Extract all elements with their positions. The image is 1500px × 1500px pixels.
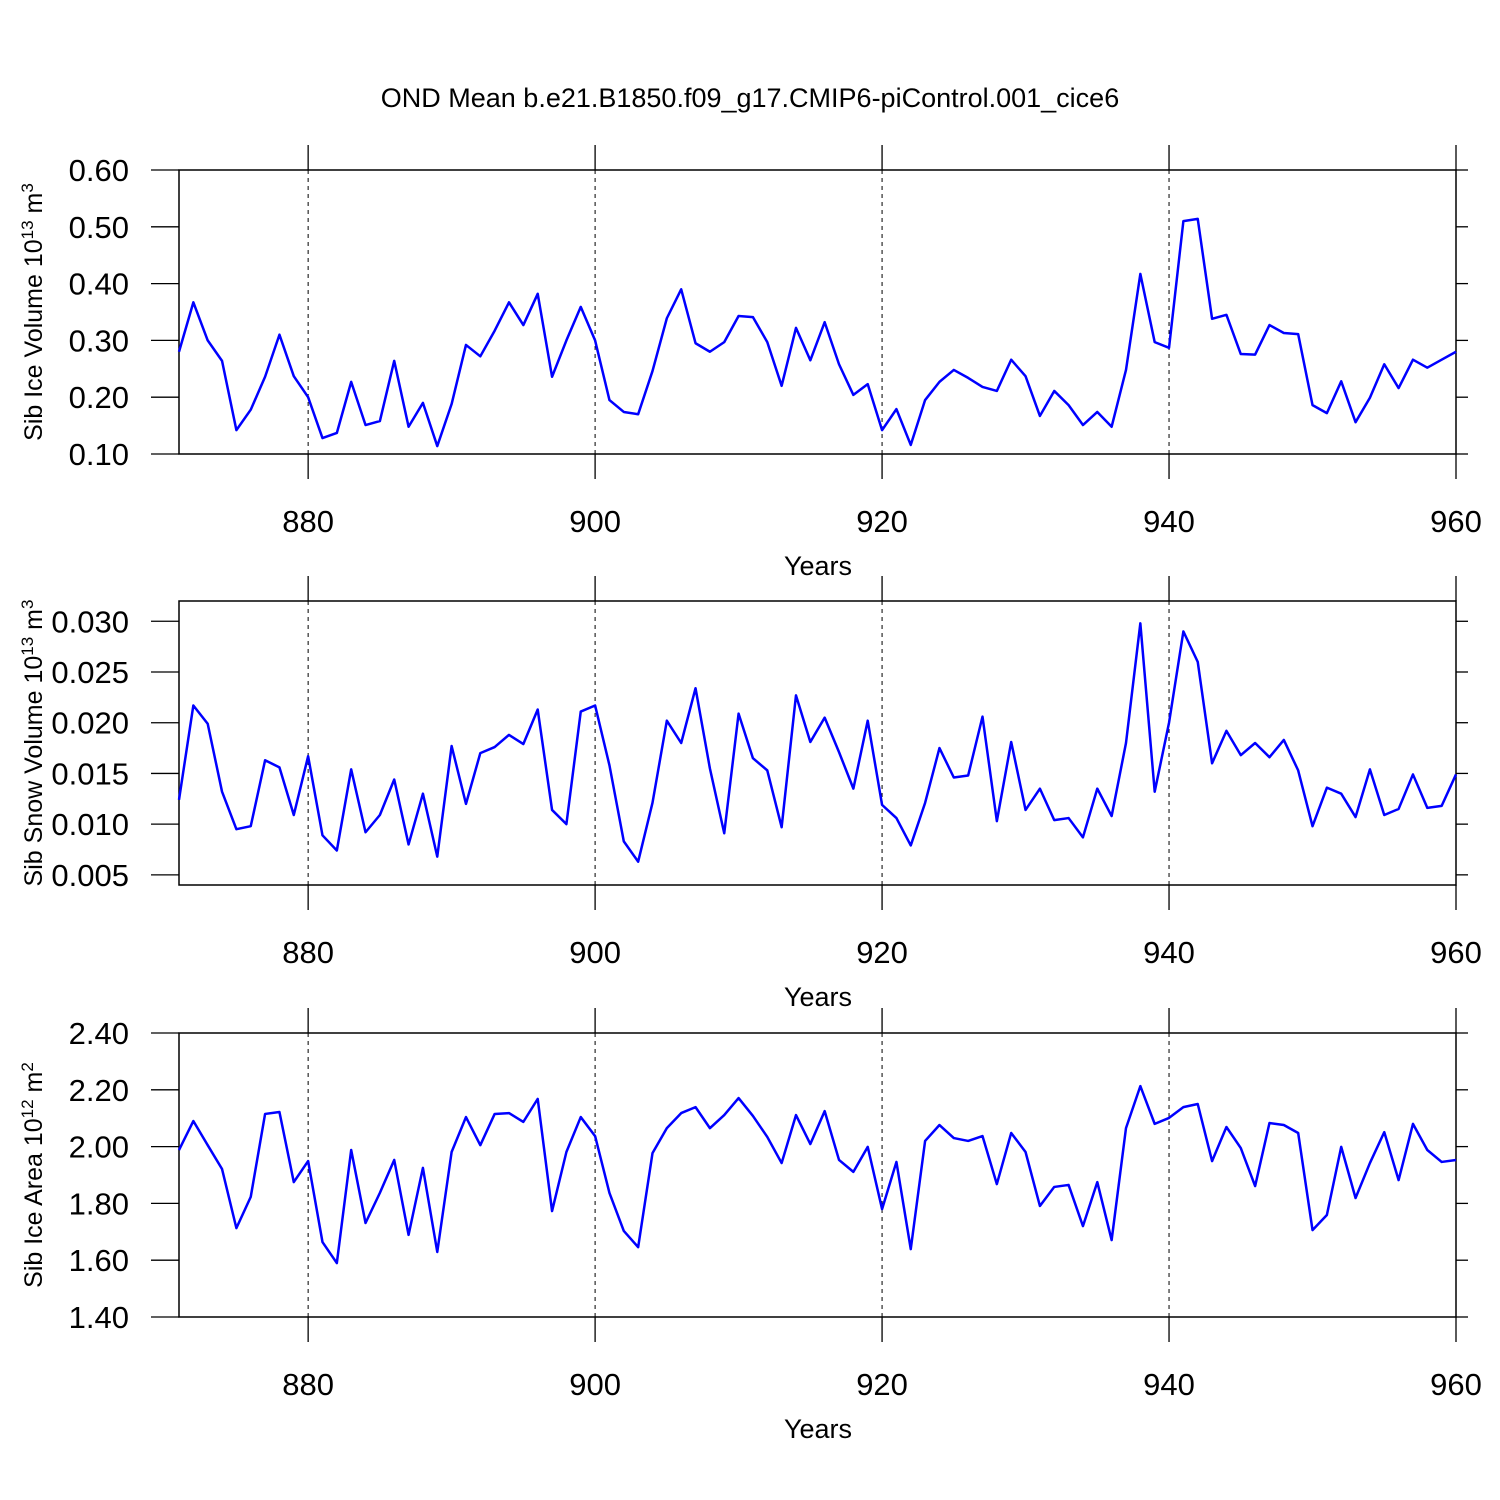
y-label-exponent: 12 [18, 1099, 37, 1118]
y-axis-label: Sib Snow Volume 1013 m3 [18, 600, 48, 887]
y-label-exponent: 2 [18, 1062, 37, 1071]
x-tick-label: 880 [282, 935, 334, 970]
y-label-exponent: 13 [18, 637, 37, 656]
x-tick-label: 900 [569, 935, 621, 970]
x-tick-label: 920 [856, 1367, 908, 1402]
x-tick-label: 940 [1143, 504, 1195, 539]
y-tick-label: 2.00 [69, 1130, 129, 1165]
plot-frame [178, 600, 1457, 886]
y-tick-label: 0.015 [51, 756, 129, 791]
y-tick-label: 0.030 [51, 604, 129, 639]
x-axis-label: Years [784, 551, 852, 581]
y-label-text: m [20, 609, 48, 637]
plot-frame [178, 169, 1457, 455]
y-label-exponent: 13 [18, 220, 37, 239]
figure-title: OND Mean b.e21.B1850.f09_g17.CMIP6-piCon… [381, 83, 1119, 113]
y-tick-label: 2.20 [69, 1073, 129, 1108]
x-tick-label: 960 [1430, 1367, 1482, 1402]
y-tick-label: 1.40 [69, 1300, 129, 1335]
y-tick-label: 1.80 [69, 1186, 129, 1221]
y-tick-label: 0.40 [69, 267, 129, 302]
x-tick-label: 920 [856, 504, 908, 539]
y-tick-label: 0.30 [69, 323, 129, 358]
data-line [177, 1084, 1457, 1265]
y-tick-label: 0.10 [69, 437, 129, 472]
x-tick-label: 880 [282, 1367, 334, 1402]
y-tick-label: 2.40 [69, 1016, 129, 1051]
y-tick-label: 0.50 [69, 210, 129, 245]
x-tick-label: 960 [1430, 504, 1482, 539]
x-axis-label: Years [784, 982, 852, 1012]
y-tick-label: 0.005 [51, 858, 129, 893]
y-tick-label: 0.010 [51, 807, 129, 842]
y-label-exponent: 3 [18, 183, 37, 192]
data-line [177, 622, 1458, 863]
y-axis-label: Sib Ice Area 1012 m2 [18, 1062, 48, 1288]
x-axis-label: Years [784, 1414, 852, 1444]
y-tick-label: 0.20 [69, 380, 129, 415]
y-label-text: m [20, 1072, 48, 1100]
x-tick-label: 920 [856, 935, 908, 970]
data-line [177, 217, 1457, 448]
y-axis-label: Sib Ice Volume 1013 m3 [18, 183, 48, 441]
y-tick-label: 0.020 [51, 706, 129, 741]
y-label-text: Sib Ice Area 10 [20, 1118, 48, 1288]
x-tick-label: 940 [1143, 1367, 1195, 1402]
x-tick-label: 880 [282, 504, 334, 539]
y-tick-label: 0.025 [51, 655, 129, 690]
y-label-exponent: 3 [18, 600, 37, 609]
plot-frame [178, 1032, 1457, 1318]
panel: 880 900 920 940 960 1.40 1.60 1.80 2.00 2.20 2.40 Y… [18, 1008, 1482, 1444]
x-tick-label: 900 [569, 1367, 621, 1402]
x-tick-label: 940 [1143, 935, 1195, 970]
y-label-text: Sib Ice Volume 10 [20, 239, 48, 441]
y-label-text: Sib Snow Volume 10 [20, 656, 48, 887]
panel: 880 900 920 940 960 0.10 0.20 0.30 0.40 0.50 0.60 Y… [18, 145, 1482, 581]
y-label-text: m [20, 193, 48, 221]
panel: 880 900 920 940 960 0.005 0.010 0.015 0.020 0.025… [18, 576, 1482, 1012]
y-tick-label: 1.60 [69, 1243, 129, 1278]
x-tick-label: 900 [569, 504, 621, 539]
y-tick-label: 0.60 [69, 153, 129, 188]
x-tick-label: 960 [1430, 935, 1482, 970]
